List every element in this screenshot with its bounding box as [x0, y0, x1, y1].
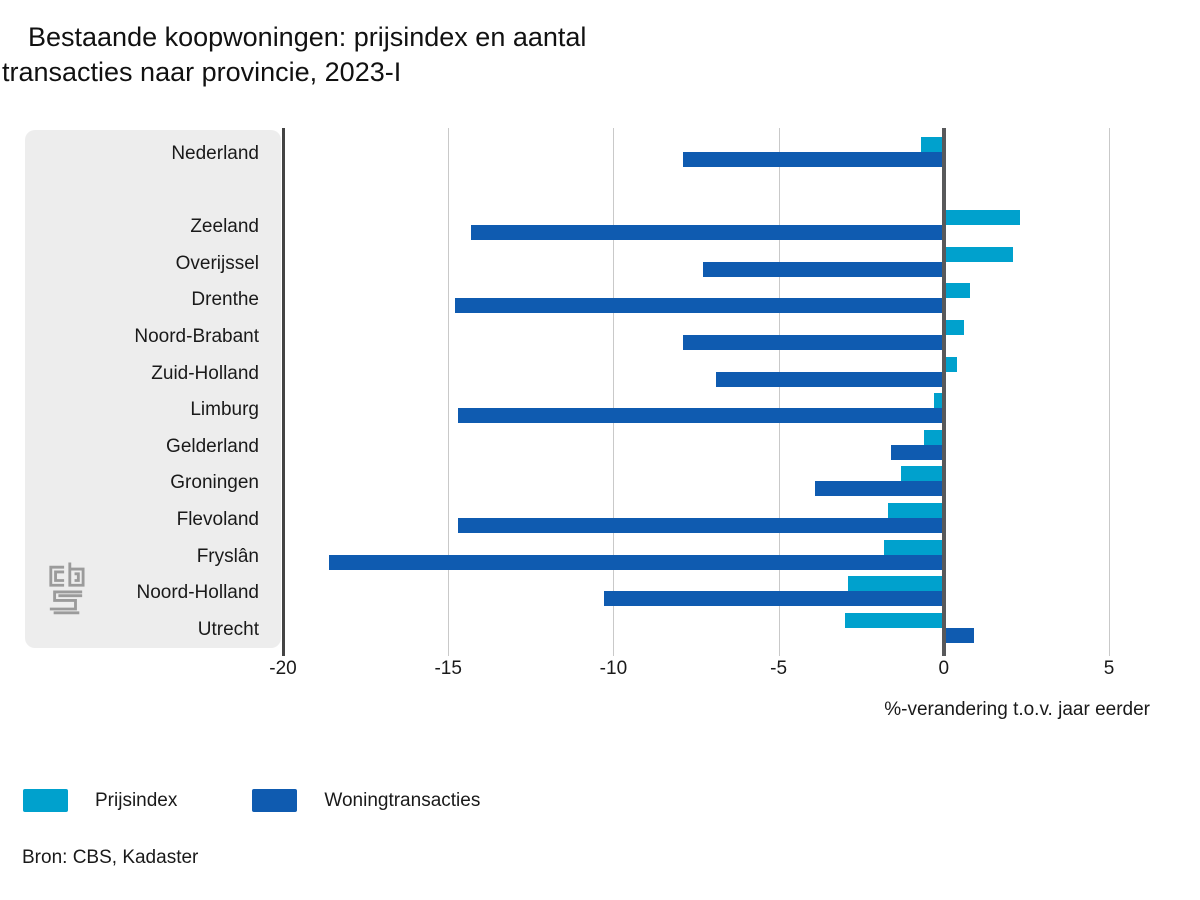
gridline	[778, 128, 780, 656]
category-label-flevoland: Flevoland	[176, 509, 259, 530]
bar-prijsindex-flevoland	[887, 503, 944, 518]
prijsindex-swatch	[23, 789, 68, 812]
category-label-groningen: Groningen	[170, 472, 259, 494]
category-panel: Nederland Zeeland Overijssel Drenthe Noord-B…	[25, 130, 281, 648]
x-tick-label: -15	[434, 658, 462, 679]
bar-woningtransacties-noord-holland	[603, 591, 944, 607]
bar-woningtransacties-zuid-holland	[715, 371, 944, 387]
cbs-logo	[49, 562, 85, 615]
legend: Prijsindex Woningtransacties	[23, 789, 480, 812]
bar-woningtransacties-noord-brabant	[682, 335, 944, 350]
bar-woningtransacties-limburg	[458, 408, 944, 424]
bar-woningtransacties-overijssel	[702, 261, 944, 277]
bar-prijsindex-overijssel	[943, 246, 1014, 262]
bar-prijsindex-zeeland	[943, 210, 1020, 226]
bar-prijsindex-nederland	[920, 137, 944, 152]
prijsindex-label: Prijsindex	[95, 789, 178, 811]
bar-woningtransacties-zeeland	[471, 225, 944, 241]
gridline	[1109, 128, 1111, 656]
category-label-utrecht: Utrecht	[197, 618, 259, 640]
woningtransacties-swatch	[252, 789, 298, 812]
bar-prijsindex-drenthe	[943, 283, 971, 299]
category-label-zeeland: Zeeland	[190, 216, 259, 238]
bar-prijsindex-frysl-n	[884, 539, 944, 555]
bar-woningtransacties-drenthe	[454, 298, 944, 314]
x-axis: -20 -15 -10 -5 0 5	[269, 658, 1190, 684]
bar-prijsindex-utrecht	[844, 612, 944, 628]
chart-title-line2: transacties naar provincie, 2023-I	[2, 57, 402, 87]
bar-woningtransacties-gelderland	[890, 444, 944, 460]
bar-prijsindex-zuid-holland	[943, 356, 958, 372]
bar-woningtransacties-groningen	[814, 481, 944, 497]
legend-item-prijsindex: Prijsindex	[23, 789, 177, 812]
plot-area	[282, 128, 1190, 656]
bar-woningtransacties-nederland	[682, 152, 944, 167]
bar-prijsindex-groningen	[900, 466, 944, 482]
zero-line	[941, 128, 946, 656]
category-label-nederland: Nederland	[171, 143, 259, 164]
x-axis-title: %-verandering t.o.v. jaar eerder	[884, 699, 1150, 720]
category-label-drenthe: Drenthe	[191, 289, 259, 311]
x-tick-label: -10	[599, 658, 628, 679]
bar-prijsindex-gelderland	[924, 429, 944, 445]
bar-woningtransacties-utrecht	[943, 627, 974, 643]
bar-woningtransacties-frysl-n	[329, 554, 944, 570]
source-note: Bron: CBS, Kadaster	[22, 847, 199, 868]
bar-prijsindex-noord-holland	[848, 576, 944, 592]
gridline	[448, 128, 450, 656]
chart-title-line1: Bestaande koopwoningen: prijsindex en aa…	[28, 22, 587, 52]
gridline	[613, 128, 615, 656]
category-label-limburg: Limburg	[190, 399, 259, 421]
category-label-overijssel: Overijssel	[175, 252, 259, 274]
chart-title: Bestaande koopwoningen: prijsindex en aa…	[0, 20, 586, 90]
legend-item-woningtransacties: Woningtransacties	[252, 789, 480, 812]
category-label-noord-brabant: Noord-Brabant	[134, 326, 259, 347]
bar-prijsindex-limburg	[933, 393, 944, 409]
x-tick-label: -20	[269, 658, 297, 679]
woningtransacties-label: Woningtransacties	[324, 789, 481, 811]
x-tick-label: -5	[770, 658, 788, 679]
x-tick-label: 5	[1103, 658, 1115, 679]
category-label-frysl-n: Fryslân	[196, 545, 259, 567]
category-label-noord-holland: Noord-Holland	[136, 582, 259, 604]
bar-woningtransacties-flevoland	[458, 518, 944, 533]
x-tick-label: 0	[938, 658, 950, 679]
category-label-zuid-holland: Zuid-Holland	[151, 362, 259, 384]
bar-prijsindex-noord-brabant	[943, 320, 964, 335]
category-label-gelderland: Gelderland	[166, 435, 259, 457]
y-axis-line	[282, 128, 285, 656]
